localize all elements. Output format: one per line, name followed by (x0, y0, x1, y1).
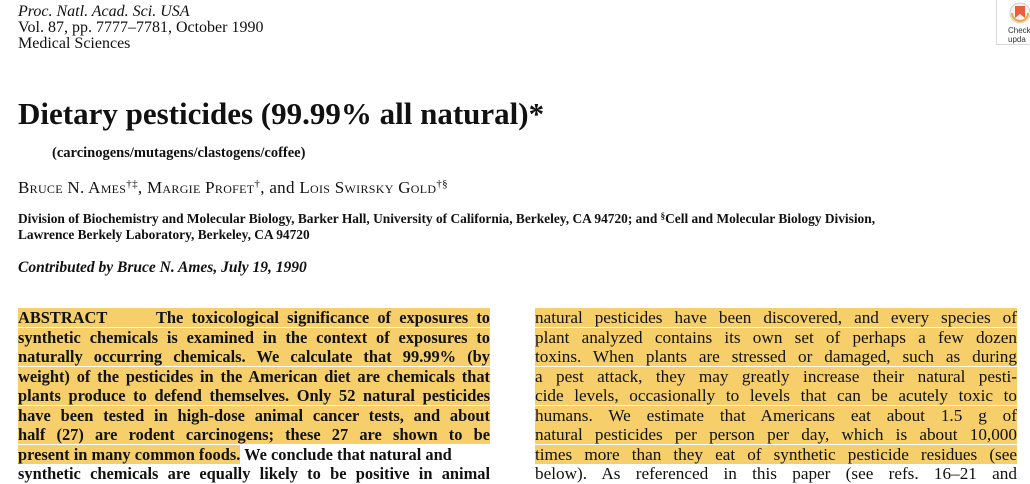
journal-name: Proc. Natl. Acad. Sci. USA (18, 3, 190, 20)
section-name: Medical Sciences (18, 35, 131, 52)
abstract-line: cide levels, occasionally to levels that… (535, 386, 1017, 405)
abstract-right-column: natural pesticides have been discovered,… (535, 308, 1017, 484)
abstract-line: ABSTRACT The toxicological significance … (18, 308, 490, 327)
abstract-line-highlight: present in many common foods. (18, 444, 241, 464)
author-separator: , and (260, 178, 300, 197)
contributed-by: Contributed by Bruce N. Ames, July 19, 1… (18, 259, 307, 276)
abstract-line: half (27) are rodent carcinogens; these … (18, 425, 490, 444)
abstract-left-column: ABSTRACT The toxicological significance … (18, 308, 490, 484)
author-name: Lois Swirsky Gold (299, 178, 437, 197)
author-name: Bruce N. Ames (18, 178, 127, 197)
affiliation-text: Division of Biochemistry and Molecular B… (18, 211, 661, 226)
abstract-line: plants produce to defend themselves. Onl… (18, 386, 490, 405)
check-updates-label: Check upda (1008, 26, 1030, 44)
abstract-line: humans. We estimate that Americans eat a… (535, 405, 1017, 425)
author-separator: , (137, 178, 148, 197)
abstract-line: times more than they eat of synthetic pe… (535, 444, 1017, 464)
abstract-line: synthetic chemicals is examined in the c… (18, 327, 490, 347)
author-name: Margie Profet (147, 178, 255, 197)
author-marks: †§ (436, 178, 448, 190)
author-marks: †‡ (126, 178, 138, 190)
abstract-line: a pest attack, they may greatly increase… (535, 366, 1017, 386)
abstract-line: below). As referenced in this paper (see… (535, 464, 1017, 483)
check-for-updates-badge[interactable]: Check upda (996, 0, 1030, 45)
journal-header: Proc. Natl. Acad. Sci. USA Vol. 87, pp. … (18, 4, 263, 52)
abstract-line: synthetic chemicals are equally likely t… (18, 464, 490, 483)
affiliation-text: Lawrence Berkely Laboratory, Berkeley, C… (18, 227, 310, 242)
abstract-line: toxins. When plants are stressed or dama… (535, 347, 1017, 366)
affiliation-mark: § (660, 211, 666, 221)
abstract-line: weight) of the pesticides in the America… (18, 366, 490, 386)
article-keywords: (carcinogens/mutagens/clastogens/coffee) (52, 145, 306, 161)
affiliation: Division of Biochemistry and Molecular B… (18, 211, 875, 243)
author-marks: † (254, 178, 261, 190)
abstract-line: plant analyzed contains its own set of p… (535, 327, 1017, 347)
affiliation-text: Cell and Molecular Biology Division, (665, 211, 876, 226)
abstract-line: natural pesticides have been discovered,… (535, 308, 1017, 327)
check-updates-icon (1009, 2, 1030, 24)
abstract-line: have been tested in high-dose animal can… (18, 405, 490, 425)
abstract-line-rest: We conclude that natural and (240, 444, 452, 464)
volume-line: Vol. 87, pp. 7777–7781, October 1990 (18, 19, 264, 36)
author-list: Bruce N. Ames†‡, Margie Profet†, and Loi… (18, 178, 448, 198)
abstract-line: naturally occurring chemicals. We calcul… (18, 347, 490, 366)
abstract-line: natural pesticides per person per day, w… (535, 425, 1017, 444)
article-title: Dietary pesticides (99.99% all natural)* (18, 96, 545, 131)
